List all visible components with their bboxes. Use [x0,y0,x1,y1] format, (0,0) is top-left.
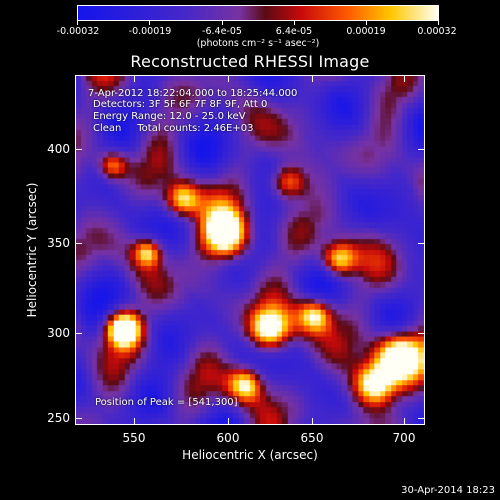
x-tick-label: 650 [300,431,324,445]
colorbar-tick [222,20,223,25]
colorbar-tick-label: 0.00032 [417,26,457,37]
x-tick-label: 700 [392,431,416,445]
flux-heatmap [76,76,424,424]
x-major-tick-top [228,75,229,82]
x-major-tick-top [134,75,135,82]
y-tick-label: 250 [47,411,70,425]
image-plot-area: 7-Apr-2012 18:22:04.000 to 18:25:44.000 … [75,75,425,425]
x-major-tick [312,418,313,425]
colorbar-tick-label: 6.4e-05 [275,26,313,37]
x-major-tick [228,418,229,425]
colorbar-units: (photons cm⁻² s⁻¹ asec⁻²) [196,38,320,49]
colorbar-tick [149,20,150,25]
y-major-tick [75,149,82,150]
y-major-tick-right [418,243,425,244]
peak-position-text: Position of Peak = [541,300] [95,397,238,408]
clean-counts-text: Clean Total counts: 2.46E+03 [93,123,254,134]
image-title: Reconstructed RHESSI Image [130,52,370,71]
colorbar-tick-label: 0.00019 [346,26,386,37]
colorbar-tick [366,20,367,25]
colorbar-tick-label: -6.4e-05 [202,26,242,37]
y-major-tick [75,243,82,244]
y-tick-label: 350 [47,236,70,250]
x-tick-label: 600 [216,431,240,445]
colorbar-tick [294,20,295,25]
y-major-tick-right [418,418,425,419]
y-tick-label: 300 [47,326,70,340]
x-major-tick-top [312,75,313,82]
x-major-tick-top [404,75,405,82]
y-axis-label: Heliocentric Y (arcsec) [25,182,39,318]
colorbar [77,5,439,21]
detectors-text: Detectors: 3F 5F 6F 7F 8F 9F, Att 0 [93,99,268,110]
y-major-tick [75,333,82,334]
y-major-tick [75,418,82,419]
colorbar-tick [438,20,439,25]
y-major-tick-right [418,149,425,150]
colorbar-tick-label: -0.00032 [56,26,100,37]
generation-timestamp: 30-Apr-2014 18:23 [401,485,495,496]
x-axis-label: Heliocentric X (arcsec) [182,448,318,462]
colorbar-tick-label: -0.00019 [128,26,172,37]
y-tick-label: 400 [47,142,70,156]
x-tick-label: 550 [122,431,146,445]
colorbar-tick [77,20,78,25]
x-major-tick [404,418,405,425]
energy-range-text: Energy Range: 12.0 - 25.0 keV [93,111,246,122]
y-major-tick-right [418,333,425,334]
time-range-text: 7-Apr-2012 18:22:04.000 to 18:25:44.000 [88,88,298,99]
x-major-tick [134,418,135,425]
